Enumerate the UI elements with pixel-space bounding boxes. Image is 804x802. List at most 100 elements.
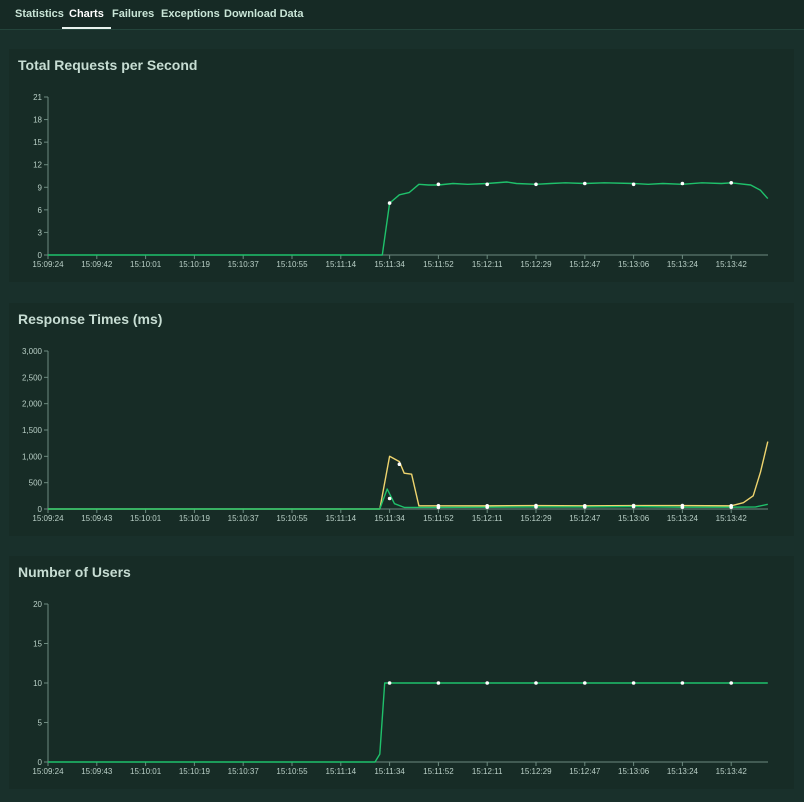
- data-point: [485, 681, 490, 685]
- x-tick-label: 15:11:34: [374, 260, 405, 269]
- data-point: [534, 505, 538, 509]
- x-tick-label: 15:13:42: [716, 767, 748, 776]
- data-point: [583, 181, 587, 186]
- x-tick-label: 15:11:14: [326, 514, 357, 523]
- data-point: [387, 681, 392, 685]
- x-tick-label: 15:13:06: [618, 767, 650, 776]
- y-tick-label: 500: [29, 479, 43, 488]
- x-tick-label: 15:10:55: [276, 514, 308, 523]
- x-tick-label: 15:11:14: [326, 767, 357, 776]
- tab-statistics[interactable]: Statistics: [15, 8, 64, 20]
- x-tick-label: 15:12:29: [520, 260, 552, 269]
- x-tick-label: 15:13:42: [716, 514, 748, 523]
- chart-title: Total Requests per Second: [18, 57, 198, 73]
- data-point: [680, 681, 685, 685]
- x-tick-label: 15:09:24: [32, 767, 64, 776]
- data-point: [631, 182, 636, 187]
- x-tick-label: 15:11:14: [326, 260, 357, 269]
- series-line: [48, 682, 768, 763]
- x-tick-label: 15:13:42: [716, 260, 748, 269]
- data-point: [436, 505, 441, 510]
- chart-title: Number of Users: [18, 564, 131, 580]
- data-point: [436, 681, 441, 685]
- x-tick-label: 15:11:52: [423, 260, 454, 269]
- y-tick-label: 2,000: [22, 400, 43, 409]
- x-tick-label: 15:12:29: [520, 767, 552, 776]
- tab-exceptions[interactable]: Exceptions: [161, 8, 220, 20]
- x-tick-label: 15:12:11: [472, 767, 503, 776]
- x-tick-label: 15:12:47: [569, 260, 601, 269]
- y-tick-label: 20: [33, 600, 42, 609]
- x-tick-label: 15:11:34: [374, 514, 405, 523]
- x-tick-label: 15:10:19: [179, 260, 211, 269]
- x-tick-label: 15:13:06: [618, 514, 650, 523]
- data-point: [583, 681, 587, 685]
- y-tick-label: 0: [38, 251, 43, 260]
- data-point: [436, 182, 441, 187]
- y-tick-label: 9: [38, 183, 43, 192]
- response-times-chart: 0 500 1,000 1,500 2,000 2,500 3,000 15:09:24 15:…: [22, 347, 769, 523]
- y-tick-label: 15: [33, 640, 42, 649]
- x-tick-label: 15:10:37: [228, 767, 260, 776]
- x-tick-label: 15:09:43: [81, 514, 113, 523]
- tab-failures[interactable]: Failures: [112, 8, 155, 20]
- y-tick-label: 0: [38, 505, 43, 514]
- x-tick-label: 15:10:37: [228, 260, 260, 269]
- data-point: [729, 681, 733, 685]
- y-tick-label: 1,500: [22, 426, 43, 435]
- x-tick-label: 15:10:37: [228, 514, 260, 523]
- data-point: [680, 181, 685, 186]
- requests-per-second-chart: 0 3 6 9 12 15 18 21 15:09:24 15:09:42 15:10:01 15:1…: [32, 93, 769, 269]
- data-point: [534, 182, 538, 187]
- tab-download-data[interactable]: Download Data: [224, 8, 304, 20]
- x-tick-label: 15:11:52: [423, 767, 454, 776]
- y-tick-label: 2,500: [22, 373, 43, 382]
- chart-title: Response Times (ms): [18, 311, 163, 327]
- x-tick-label: 15:10:01: [130, 514, 162, 523]
- data-point: [680, 505, 685, 509]
- data-point: [631, 504, 636, 509]
- x-tick-label: 15:09:24: [32, 514, 64, 523]
- x-tick-label: 15:12:29: [520, 514, 552, 523]
- y-tick-label: 18: [33, 116, 42, 125]
- x-tick-label: 15:12:47: [569, 767, 601, 776]
- top-navigation: Statistics Charts Failures Exceptions Do…: [0, 0, 804, 30]
- data-point: [397, 462, 402, 466]
- response-times-panel: Response Times (ms) 0 500 1,000 1,500 2,000 2…: [9, 303, 794, 536]
- x-tick-label: 15:10:19: [179, 767, 211, 776]
- x-tick-label: 15:11:52: [423, 514, 454, 523]
- data-point: [485, 182, 490, 187]
- x-tick-label: 15:10:01: [130, 260, 162, 269]
- data-point: [387, 201, 392, 205]
- x-tick-label: 15:09:24: [32, 260, 64, 269]
- y-tick-label: 0: [38, 758, 43, 767]
- number-of-users-panel: Number of Users 0 5 10 15 20 15:09:24 15:09:43…: [9, 556, 794, 789]
- data-point: [583, 505, 587, 509]
- x-tick-label: 15:10:01: [130, 767, 162, 776]
- x-tick-label: 15:13:06: [618, 260, 650, 269]
- series-line: [48, 441, 769, 510]
- x-tick-label: 15:10:55: [276, 260, 308, 269]
- x-tick-label: 15:12:11: [472, 514, 503, 523]
- data-point: [387, 496, 392, 501]
- x-tick-label: 15:13:24: [667, 514, 699, 523]
- data-point: [631, 681, 636, 685]
- requests-per-second-panel: Total Requests per Second 0 3 6 9 12 15 18 21 15…: [9, 49, 794, 282]
- y-tick-label: 12: [33, 161, 42, 170]
- y-tick-label: 1,000: [22, 452, 43, 461]
- x-tick-label: 15:11:34: [374, 767, 405, 776]
- series-line: [48, 488, 768, 510]
- y-tick-label: 10: [33, 679, 42, 688]
- data-point: [729, 505, 733, 509]
- tab-charts[interactable]: Charts: [62, 0, 111, 29]
- x-tick-label: 15:13:24: [667, 260, 699, 269]
- data-point: [485, 505, 490, 509]
- x-tick-label: 15:10:55: [276, 767, 308, 776]
- y-tick-label: 15: [33, 138, 42, 147]
- series-line: [48, 181, 769, 256]
- data-point: [534, 681, 538, 685]
- y-tick-label: 3: [38, 228, 43, 237]
- x-tick-label: 15:09:42: [81, 260, 113, 269]
- number-of-users-chart: 0 5 10 15 20 15:09:24 15:09:43 15:10:01 15:10:19…: [32, 600, 768, 776]
- y-tick-label: 3,000: [22, 347, 43, 356]
